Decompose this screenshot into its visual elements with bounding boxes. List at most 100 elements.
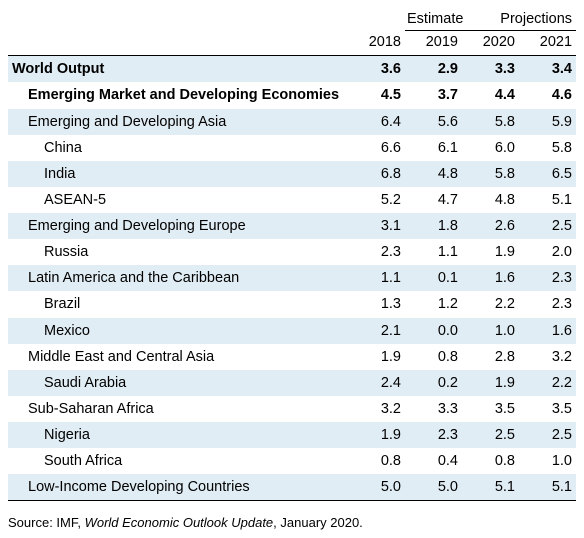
table-row: India6.84.85.86.5 (8, 161, 576, 187)
row-value: 4.8 (405, 161, 462, 187)
row-value: 6.8 (348, 161, 405, 187)
row-label: Latin America and the Caribbean (8, 265, 348, 291)
col-year-2020: 2020 (462, 31, 519, 56)
row-value: 2.3 (519, 291, 576, 317)
row-value: 3.5 (462, 396, 519, 422)
row-value: 2.9 (405, 56, 462, 83)
col-super-projections: Projections (462, 6, 576, 31)
table-row: Brazil1.31.22.22.3 (8, 291, 576, 317)
row-label: Saudi Arabia (8, 370, 348, 396)
row-label: South Africa (8, 448, 348, 474)
row-value: 5.8 (462, 161, 519, 187)
row-label: Mexico (8, 318, 348, 344)
row-value: 2.3 (519, 265, 576, 291)
row-value: 4.6 (519, 82, 576, 108)
source-note: Source: IMF, World Economic Outlook Upda… (0, 501, 584, 538)
table-row: Emerging and Developing Asia6.45.65.85.9 (8, 109, 576, 135)
row-label: Brazil (8, 291, 348, 317)
row-label: Emerging Market and Developing Economies (8, 82, 348, 108)
col-year-2019: 2019 (405, 31, 462, 56)
row-value: 6.0 (462, 135, 519, 161)
row-label: India (8, 161, 348, 187)
table-row: Mexico2.10.01.01.6 (8, 318, 576, 344)
table-row: World Output3.62.93.33.4 (8, 56, 576, 83)
row-value: 2.1 (348, 318, 405, 344)
row-value: 3.3 (405, 396, 462, 422)
row-value: 5.0 (405, 474, 462, 501)
row-value: 2.4 (348, 370, 405, 396)
table-row: Saudi Arabia2.40.21.92.2 (8, 370, 576, 396)
table-row: South Africa0.80.40.81.0 (8, 448, 576, 474)
row-value: 4.4 (462, 82, 519, 108)
row-value: 3.5 (519, 396, 576, 422)
super-header-row: Estimate Projections (8, 6, 576, 31)
row-value: 3.1 (348, 213, 405, 239)
source-suffix: , January 2020. (273, 515, 363, 530)
row-value: 2.8 (462, 344, 519, 370)
table-row: Russia2.31.11.92.0 (8, 239, 576, 265)
row-value: 5.1 (519, 187, 576, 213)
col-year-2018: 2018 (348, 31, 405, 56)
row-label: World Output (8, 56, 348, 83)
row-value: 6.6 (348, 135, 405, 161)
row-value: 2.2 (519, 370, 576, 396)
row-value: 0.8 (348, 448, 405, 474)
row-label: Nigeria (8, 422, 348, 448)
row-value: 2.2 (462, 291, 519, 317)
row-value: 0.4 (405, 448, 462, 474)
year-header-row: 2018 2019 2020 2021 (8, 31, 576, 56)
table-row: Emerging and Developing Europe3.11.82.62… (8, 213, 576, 239)
row-value: 3.3 (462, 56, 519, 83)
row-value: 4.5 (348, 82, 405, 108)
row-label: China (8, 135, 348, 161)
table-row: ASEAN-55.24.74.85.1 (8, 187, 576, 213)
row-value: 2.0 (519, 239, 576, 265)
row-value: 3.2 (348, 396, 405, 422)
row-value: 1.2 (405, 291, 462, 317)
row-value: 1.6 (462, 265, 519, 291)
row-value: 1.3 (348, 291, 405, 317)
row-value: 6.4 (348, 109, 405, 135)
row-value: 0.0 (405, 318, 462, 344)
table-row: Low-Income Developing Countries5.05.05.1… (8, 474, 576, 501)
row-value: 1.9 (348, 422, 405, 448)
row-value: 3.4 (519, 56, 576, 83)
row-value: 1.6 (519, 318, 576, 344)
row-value: 5.1 (462, 474, 519, 501)
row-value: 2.5 (519, 422, 576, 448)
row-value: 0.2 (405, 370, 462, 396)
growth-table: Estimate Projections 2018 2019 2020 2021… (8, 6, 576, 501)
table-row: Middle East and Central Asia1.90.82.83.2 (8, 344, 576, 370)
row-value: 5.8 (462, 109, 519, 135)
row-label: ASEAN-5 (8, 187, 348, 213)
row-value: 5.2 (348, 187, 405, 213)
row-value: 1.9 (462, 239, 519, 265)
row-value: 0.1 (405, 265, 462, 291)
row-value: 5.6 (405, 109, 462, 135)
row-value: 0.8 (462, 448, 519, 474)
row-value: 6.1 (405, 135, 462, 161)
row-value: 1.8 (405, 213, 462, 239)
row-value: 2.6 (462, 213, 519, 239)
row-value: 2.3 (348, 239, 405, 265)
col-year-2021: 2021 (519, 31, 576, 56)
table-body: World Output3.62.93.33.4Emerging Market … (8, 56, 576, 501)
row-value: 5.0 (348, 474, 405, 501)
row-value: 6.5 (519, 161, 576, 187)
row-value: 1.0 (519, 448, 576, 474)
table-row: China6.66.16.05.8 (8, 135, 576, 161)
row-value: 1.0 (462, 318, 519, 344)
row-label: Sub-Saharan Africa (8, 396, 348, 422)
row-value: 1.9 (462, 370, 519, 396)
table-row: Latin America and the Caribbean1.10.11.6… (8, 265, 576, 291)
row-value: 4.7 (405, 187, 462, 213)
table-row: Nigeria1.92.32.52.5 (8, 422, 576, 448)
row-value: 3.2 (519, 344, 576, 370)
row-value: 5.9 (519, 109, 576, 135)
col-super-estimate: Estimate (405, 6, 462, 31)
row-value: 1.1 (405, 239, 462, 265)
row-value: 0.8 (405, 344, 462, 370)
row-value: 5.8 (519, 135, 576, 161)
row-value: 2.5 (462, 422, 519, 448)
row-value: 2.5 (519, 213, 576, 239)
